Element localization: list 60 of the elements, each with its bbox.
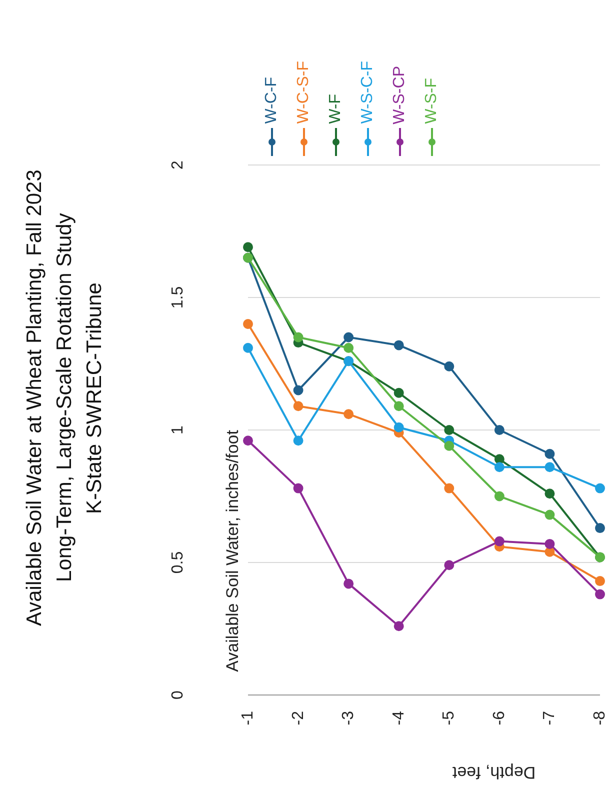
text: W-F — [327, 94, 345, 124]
point — [394, 340, 404, 350]
point — [444, 483, 454, 494]
point — [344, 332, 354, 342]
text: W-S-CP — [391, 66, 409, 124]
point — [344, 409, 354, 420]
point — [544, 462, 555, 472]
point — [544, 546, 555, 557]
y-tick-label: 0.5 — [170, 551, 186, 574]
y-tick-label: 1 — [170, 425, 186, 434]
point — [494, 536, 504, 546]
point — [494, 425, 504, 435]
point — [293, 401, 304, 412]
point — [293, 436, 304, 446]
point — [544, 448, 555, 459]
point — [344, 578, 354, 589]
x-axis-title: Depth, feet — [452, 763, 536, 782]
point — [544, 538, 555, 549]
point — [293, 483, 304, 494]
point — [243, 436, 253, 446]
x-tick-label: -1 — [240, 710, 256, 726]
x-tick-label: -3 — [340, 710, 358, 726]
point — [293, 332, 304, 342]
point — [243, 242, 253, 252]
point — [444, 361, 454, 372]
point — [394, 621, 404, 632]
point — [344, 342, 354, 353]
point — [243, 319, 253, 329]
point — [394, 388, 404, 398]
point — [444, 440, 454, 451]
point — [444, 425, 454, 435]
point — [595, 589, 605, 600]
y-tick-label: 0 — [170, 690, 186, 700]
point — [243, 342, 253, 353]
text: W-C-F — [263, 77, 281, 124]
text: W-S-F — [423, 78, 441, 124]
x-tick-label: -6 — [490, 710, 508, 726]
text: Available Soil Water at Wheat Planting, Fall 2023 Long-Term, Large-Scale Rotation Study K-State SWREC-Tribune — [22, 168, 107, 628]
point — [544, 510, 555, 520]
point — [394, 422, 404, 432]
text: W-S-C-F — [359, 61, 377, 124]
x-tick-label: -5 — [440, 710, 458, 726]
x-tick-label: -4 — [390, 710, 408, 726]
point — [293, 385, 304, 396]
point — [595, 576, 605, 586]
point — [544, 488, 555, 499]
point — [444, 560, 454, 570]
point — [595, 483, 605, 494]
point — [494, 462, 504, 472]
x-tick-label: -8 — [592, 710, 608, 726]
point — [595, 523, 605, 534]
x-tick-label: -7 — [541, 710, 558, 726]
point — [394, 401, 404, 412]
point — [494, 491, 504, 502]
y-tick-label: 1.5 — [170, 286, 186, 309]
point — [494, 454, 504, 464]
y-tick-label: 2 — [170, 160, 186, 170]
x-tick-label: -2 — [290, 710, 307, 726]
text: W-C-S-F — [295, 61, 313, 124]
y-axis-title: Available Soil Water, inches/foot — [223, 430, 242, 672]
